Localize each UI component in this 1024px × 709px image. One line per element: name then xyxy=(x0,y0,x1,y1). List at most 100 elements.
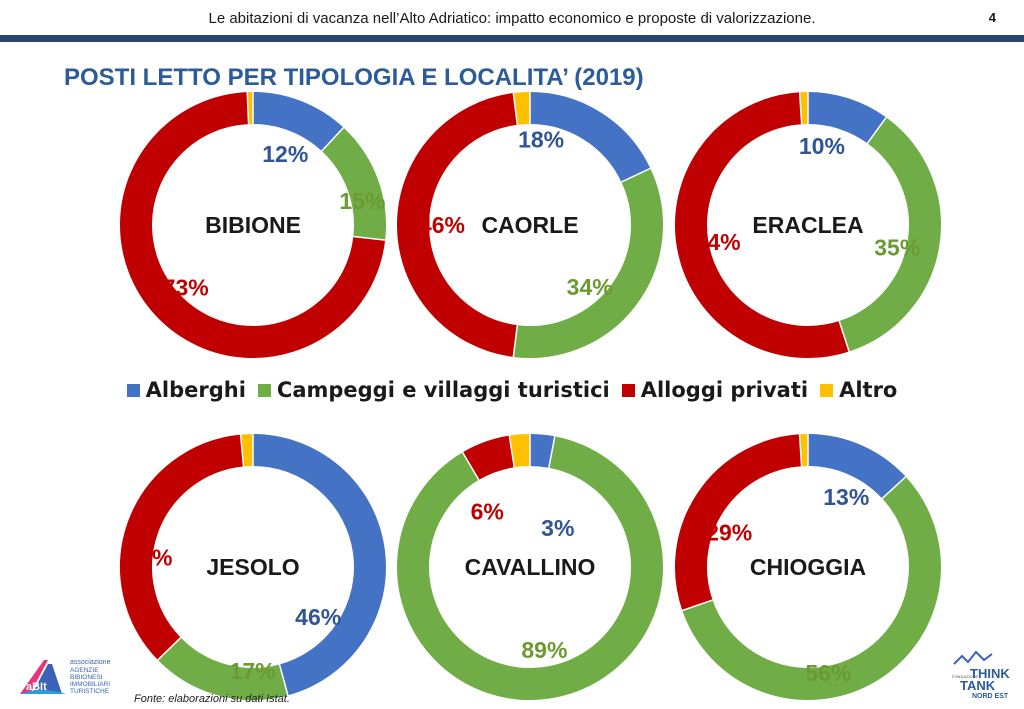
legend-label: Alberghi xyxy=(145,378,246,402)
data-label: 56% xyxy=(805,660,851,686)
abit-logo-line: TURISTICHE xyxy=(70,688,110,695)
data-label: 73% xyxy=(163,275,209,301)
donut-slice xyxy=(120,92,386,358)
legend-item-alberghi: Alberghi xyxy=(126,378,246,402)
legend-swatch-campeggi xyxy=(257,383,271,397)
donut-slice xyxy=(807,434,906,499)
abit-logo-mark: aBIt xyxy=(26,681,47,693)
donut-slice xyxy=(675,434,803,611)
data-label: 15% xyxy=(339,188,385,214)
data-label: 12% xyxy=(262,141,308,167)
data-label: 3% xyxy=(541,515,574,541)
slice-separator xyxy=(512,325,519,358)
slice-separator xyxy=(682,599,713,612)
slice-separator xyxy=(246,92,250,125)
legend-label: Alloggi privati xyxy=(640,378,809,402)
abit-logo-line: IMMOBILIARI xyxy=(70,681,110,688)
data-label: 6% xyxy=(471,499,504,525)
think-tank-logo-line1: THINK xyxy=(970,666,1010,681)
data-label: 29% xyxy=(706,520,752,546)
data-label: 18% xyxy=(518,127,564,153)
slice-separator xyxy=(239,434,245,467)
donut-bibione: 12% 15% 73% BIBIONE xyxy=(120,91,386,358)
legend-label: Altro xyxy=(839,378,898,402)
header-bar xyxy=(0,35,1024,42)
slice-separator xyxy=(798,434,803,467)
donut-title: CAORLE xyxy=(481,212,578,238)
legend-swatch-alloggi xyxy=(621,383,635,397)
donut-slice xyxy=(462,435,515,481)
donut-eraclea: 10% 35% 54% ERACLEA xyxy=(674,91,941,358)
data-label: 46% xyxy=(295,604,341,630)
donut-title: ERACLEA xyxy=(752,212,863,238)
donut-slice xyxy=(529,433,555,468)
slice-separator xyxy=(881,476,907,500)
donut-slice xyxy=(397,436,663,700)
donut-slice xyxy=(513,168,663,358)
data-label: 89% xyxy=(521,637,567,663)
think-tank-logo-small: FONDAZIONE xyxy=(952,674,979,679)
donut-slice xyxy=(529,92,651,183)
donut-slice xyxy=(838,117,941,352)
donut-slice xyxy=(513,91,531,125)
donut-title: BIBIONE xyxy=(205,212,301,238)
donut-title: CAVALLINO xyxy=(465,554,596,580)
donut-slice xyxy=(674,92,850,358)
data-label: 10% xyxy=(799,133,845,159)
donut-slice xyxy=(240,433,254,467)
abit-logo: aBIt associazione AGENZIE BIBIONESI IMMO… xyxy=(20,659,111,695)
legend-item-altro: Altro xyxy=(820,378,897,402)
donut-slice xyxy=(807,92,887,144)
data-label: 17% xyxy=(230,658,276,684)
donut-slice xyxy=(252,434,386,696)
donut-slice xyxy=(682,476,941,700)
source-note: Fonte: elaborazioni su dati Istat. xyxy=(134,693,290,705)
think-tank-logo-line2: TANK xyxy=(960,678,996,693)
think-tank-logo: FONDAZIONE THINK TANK NORD EST xyxy=(952,650,1010,700)
donut-slice xyxy=(321,127,386,241)
donut-slice xyxy=(120,434,244,660)
slice-separator xyxy=(621,167,651,183)
think-tank-logo-line3: NORD EST xyxy=(972,693,1009,700)
slice-separator xyxy=(157,637,182,661)
donut-slice xyxy=(157,637,288,700)
slice-separator xyxy=(838,320,850,352)
slice-separator xyxy=(548,436,556,468)
donut-chioggia: 13% 56% 29% CHIOGGIA xyxy=(675,434,941,700)
slice-separator xyxy=(512,92,519,125)
header-title: Le abitazioni di vacanza nell’Alto Adria… xyxy=(208,10,816,27)
page-number: 4 xyxy=(988,10,996,25)
slice-separator xyxy=(353,235,386,241)
legend-item-alloggi: Alloggi privati xyxy=(621,378,809,402)
slice-separator xyxy=(321,127,345,152)
donut-title: JESOLO xyxy=(206,554,299,580)
data-label: 54% xyxy=(695,229,741,255)
abit-logo-line: associazione xyxy=(70,659,111,666)
legend-swatch-alberghi xyxy=(126,383,140,397)
donut-slice xyxy=(252,92,344,152)
donut-cavallino: 3% 89% 6% CAVALLINO xyxy=(397,433,663,700)
legend: Alberghi Campeggi e villaggi turistici A… xyxy=(0,378,1024,402)
slice-separator xyxy=(278,664,289,696)
slice-separator xyxy=(508,435,516,468)
legend-swatch-altro xyxy=(820,383,834,397)
slice-separator xyxy=(866,116,887,144)
abit-logo-line: BIBIONESI xyxy=(70,674,103,681)
donut-caorle: 18% 34% 46% CAORLE xyxy=(396,91,663,358)
data-label: 34% xyxy=(567,274,613,300)
donut-title: CHIOGGIA xyxy=(750,554,866,580)
donut-slice xyxy=(509,434,531,468)
data-label: 13% xyxy=(823,484,869,510)
data-label: 46% xyxy=(419,212,465,238)
donut-slice xyxy=(396,93,518,357)
legend-item-campeggi: Campeggi e villaggi turistici xyxy=(257,378,610,402)
slice-separator xyxy=(461,451,480,481)
slide-title: POSTI LETTO PER TIPOLOGIA E LOCALITA’ (2… xyxy=(64,64,644,91)
legend-label: Campeggi e villaggi turistici xyxy=(276,378,610,402)
slice-separator xyxy=(798,92,803,125)
data-label: 36% xyxy=(126,545,172,571)
data-label: 35% xyxy=(874,234,920,260)
abit-logo-line: AGENZIE xyxy=(70,667,99,674)
donut-jesolo: 46% 17% 36% JESOLO xyxy=(120,433,386,700)
